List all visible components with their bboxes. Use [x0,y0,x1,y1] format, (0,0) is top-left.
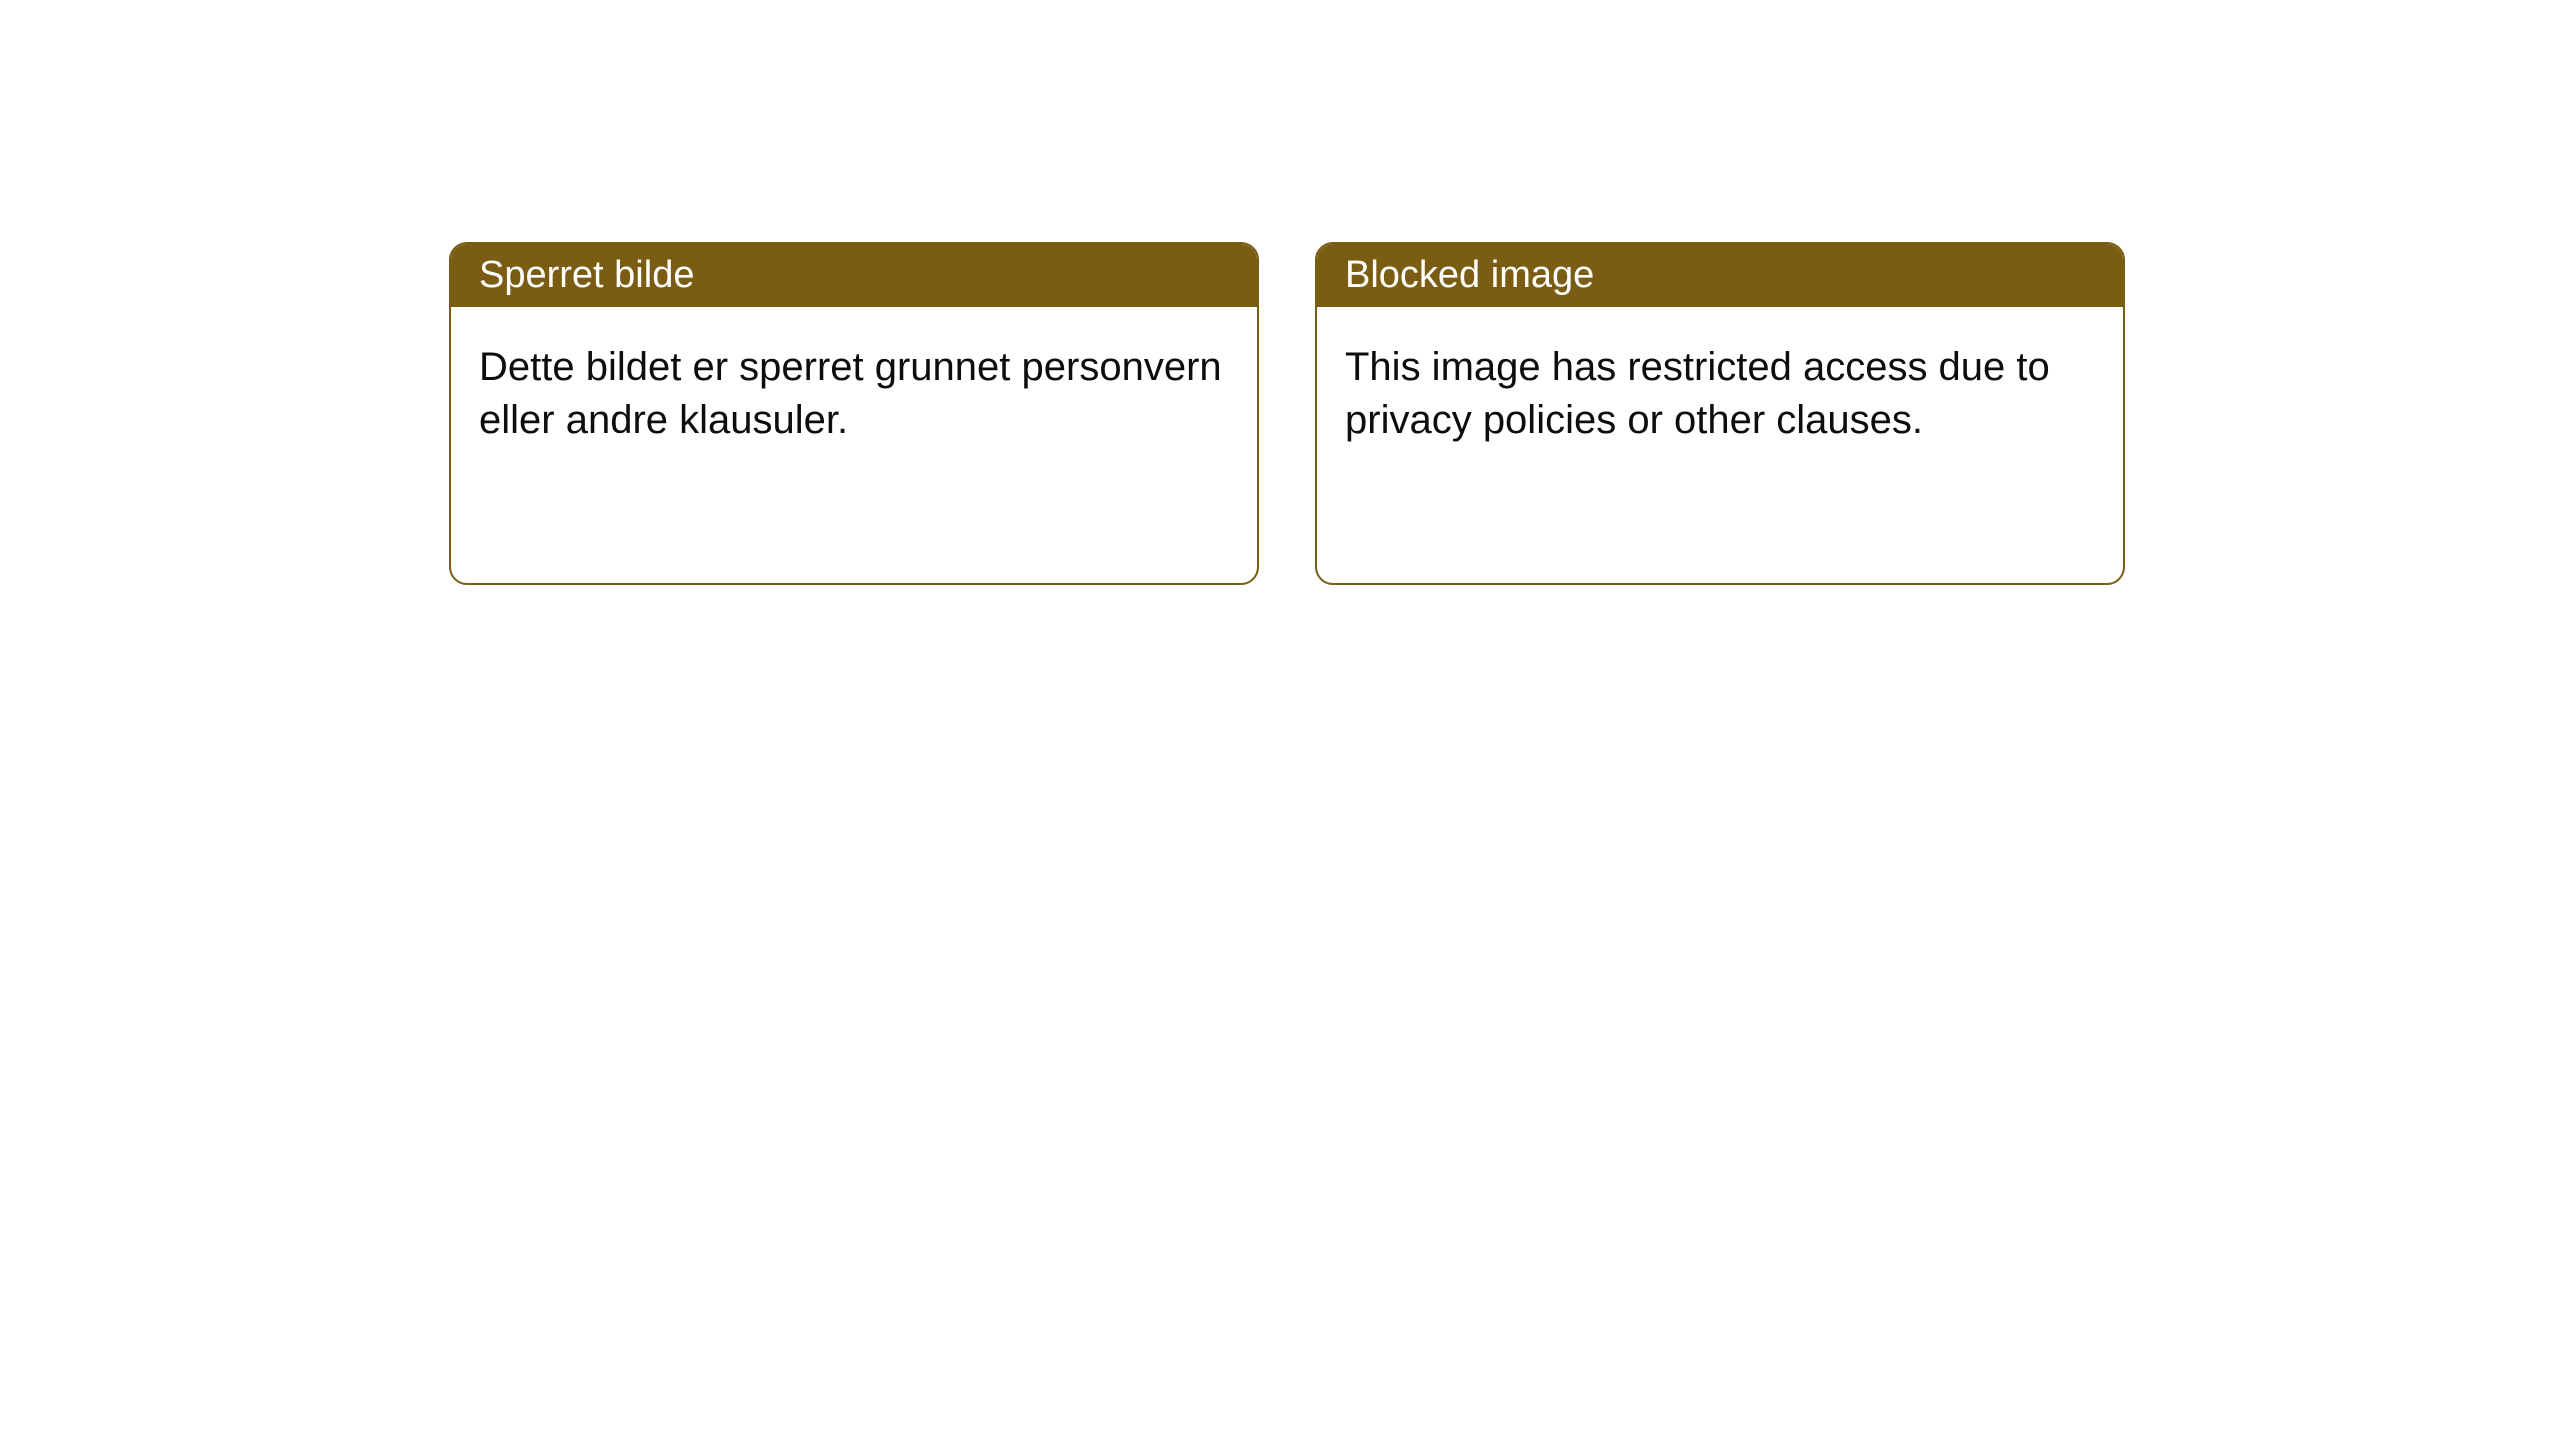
notice-body-english: This image has restricted access due to … [1317,307,2123,583]
notice-header-english: Blocked image [1317,244,2123,307]
notice-card-norwegian: Sperret bilde Dette bildet er sperret gr… [449,242,1259,585]
notice-container: Sperret bilde Dette bildet er sperret gr… [0,0,2560,585]
notice-body-norwegian: Dette bildet er sperret grunnet personve… [451,307,1257,583]
notice-card-english: Blocked image This image has restricted … [1315,242,2125,585]
notice-header-norwegian: Sperret bilde [451,244,1257,307]
